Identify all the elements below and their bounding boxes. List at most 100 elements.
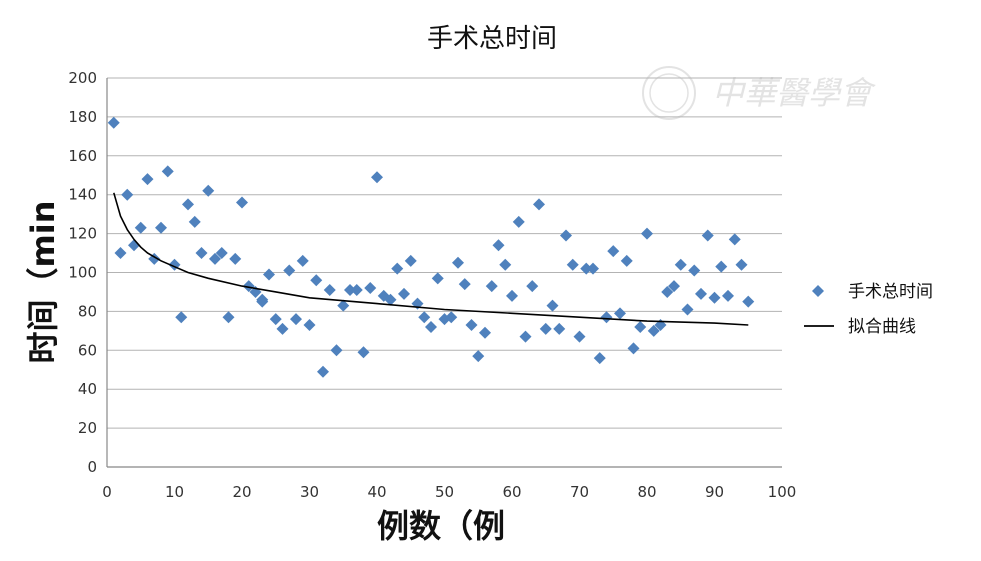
data-point xyxy=(566,258,579,271)
x-tick-label: 40 xyxy=(367,483,386,501)
y-axis-title: 时间（min xyxy=(24,200,62,363)
y-tick-label: 40 xyxy=(78,380,97,398)
x-tick-label: 100 xyxy=(768,483,797,501)
data-point xyxy=(175,311,188,324)
watermark-logo: 中華醫學會 xyxy=(642,66,876,120)
data-point xyxy=(182,198,194,211)
data-point xyxy=(161,165,174,178)
data-point xyxy=(215,247,228,260)
watermark-text: 中華醫學會 xyxy=(712,74,876,112)
y-tick-label: 0 xyxy=(87,458,97,476)
data-point xyxy=(728,233,741,246)
data-point xyxy=(526,280,539,293)
x-tick-label: 30 xyxy=(300,483,319,501)
data-point xyxy=(627,342,640,355)
data-point xyxy=(553,322,566,335)
data-point xyxy=(236,196,248,209)
data-point xyxy=(391,262,404,275)
y-tick-label: 20 xyxy=(78,419,97,437)
data-point xyxy=(472,350,485,363)
legend-label-line: 拟合曲线 xyxy=(848,317,916,337)
data-point xyxy=(465,319,478,332)
data-point xyxy=(107,116,120,129)
x-tick-label: 10 xyxy=(165,483,184,501)
data-point xyxy=(708,291,721,304)
data-point xyxy=(364,282,377,295)
data-point xyxy=(674,258,687,271)
data-point xyxy=(701,229,714,242)
data-point xyxy=(317,365,329,378)
data-point xyxy=(533,198,545,211)
data-point xyxy=(620,254,633,267)
data-point xyxy=(269,313,282,326)
y-tick-label: 140 xyxy=(68,186,97,204)
x-tick-label: 90 xyxy=(705,483,724,501)
x-tick-label: 70 xyxy=(570,483,589,501)
y-tick-label: 160 xyxy=(68,147,97,165)
y-tick-label: 100 xyxy=(68,264,97,282)
data-point xyxy=(350,284,363,297)
data-point xyxy=(121,188,134,201)
data-point xyxy=(587,262,599,275)
data-point xyxy=(330,344,343,357)
data-point xyxy=(425,320,437,333)
data-point xyxy=(398,287,410,300)
data-point xyxy=(634,320,647,333)
data-point xyxy=(580,262,593,275)
data-point xyxy=(492,239,505,252)
data-point xyxy=(681,303,694,316)
data-point xyxy=(479,326,491,339)
legend-label-scatter: 手术总时间 xyxy=(848,282,933,302)
data-point xyxy=(209,252,221,265)
data-point xyxy=(155,221,167,234)
data-point xyxy=(668,280,680,293)
x-tick-label: 80 xyxy=(637,483,656,501)
x-tick-label: 50 xyxy=(435,483,454,501)
data-point xyxy=(222,311,235,324)
data-point xyxy=(539,322,552,335)
data-point xyxy=(661,285,674,298)
data-point xyxy=(742,295,755,308)
watermark-seal-inner xyxy=(649,73,689,113)
data-point xyxy=(344,284,356,297)
data-point xyxy=(431,272,444,285)
data-point xyxy=(263,268,275,281)
data-point xyxy=(303,319,316,332)
x-tick-label: 20 xyxy=(232,483,251,501)
data-point xyxy=(148,252,161,265)
data-point xyxy=(290,313,302,326)
data-point xyxy=(560,229,572,242)
x-axis-title: 例数（例 xyxy=(377,507,505,545)
data-point xyxy=(404,254,417,267)
y-tick-label: 180 xyxy=(68,108,97,126)
data-point xyxy=(256,295,269,308)
y-tick-label: 200 xyxy=(68,69,97,87)
data-point xyxy=(371,171,383,184)
x-tick-label: 60 xyxy=(502,483,521,501)
x-tick-label: 0 xyxy=(102,483,112,501)
data-point xyxy=(229,252,242,265)
legend-marker-scatter xyxy=(812,285,824,297)
data-point xyxy=(276,322,289,335)
data-point xyxy=(512,215,525,228)
data-point xyxy=(310,274,323,287)
data-point xyxy=(337,299,350,312)
watermark-seal-icon xyxy=(642,66,696,120)
plot-area: 0 20 40 60 80 100 120 140 160 180 200 0 10 20 30 40 50 60… xyxy=(68,69,796,501)
y-tick-label: 80 xyxy=(78,302,97,320)
data-point xyxy=(202,184,215,197)
data-point xyxy=(519,330,532,343)
data-point xyxy=(384,293,397,306)
data-point xyxy=(735,258,748,271)
chart-title: 手术总时间 xyxy=(427,24,557,54)
fit-curve xyxy=(113,192,749,326)
data-point xyxy=(296,254,309,267)
data-point xyxy=(114,247,127,260)
data-point xyxy=(458,278,471,291)
data-point xyxy=(607,245,620,258)
data-point xyxy=(715,260,728,273)
data-point xyxy=(506,289,518,302)
data-point xyxy=(593,352,606,365)
data-point xyxy=(242,280,255,293)
